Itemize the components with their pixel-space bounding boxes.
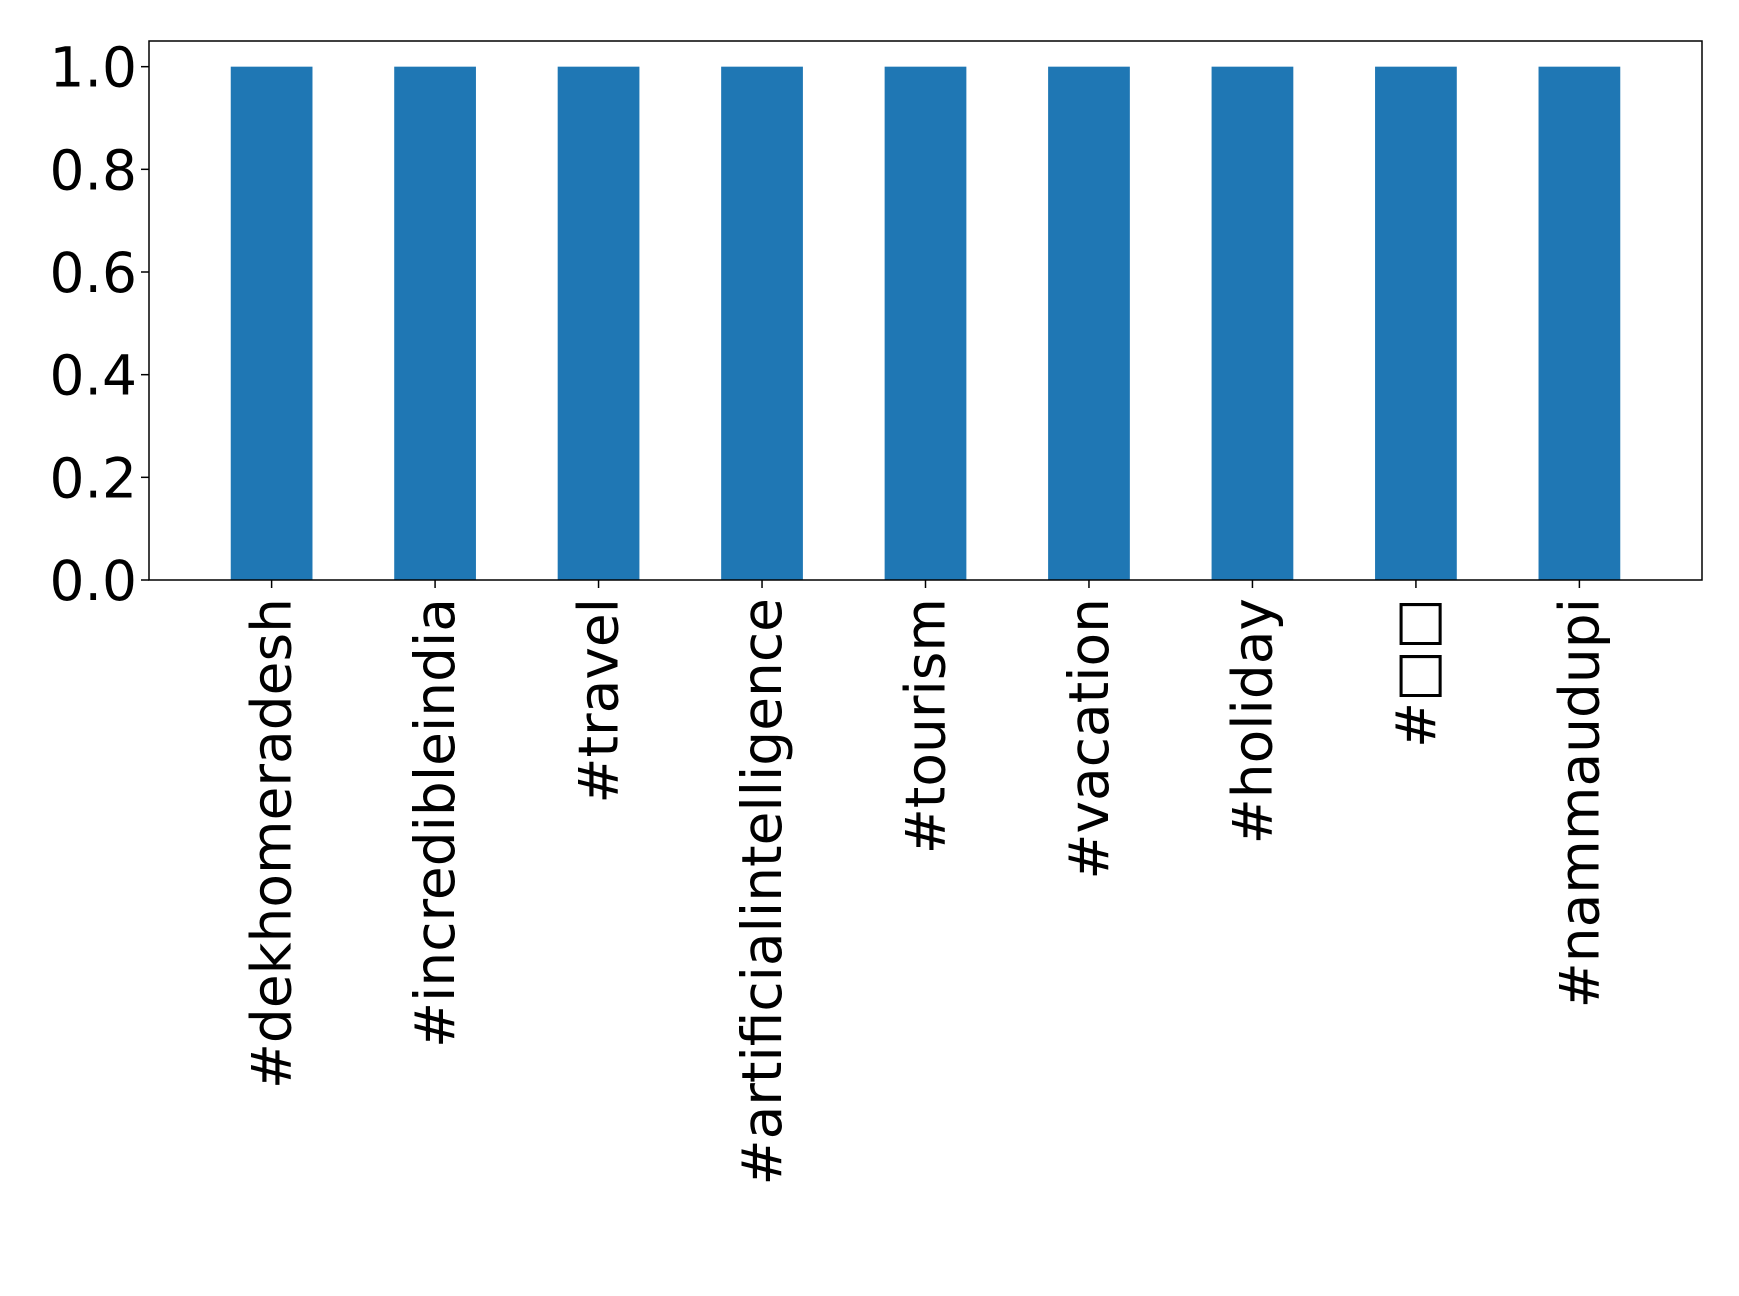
x-tick-label-5: #vacation [1057, 598, 1121, 880]
x-tick-label-3: #artificialintelligence [730, 598, 794, 1185]
y-tick-label-0: 0.0 [50, 549, 137, 613]
x-axis: #dekhomeradesh #incredibleindia #travel #ar… [240, 580, 1611, 1185]
x-tick-label-0: #dekhomeradesh [240, 598, 304, 1089]
bar-8 [1538, 66, 1621, 581]
y-axis: 0.0 0.2 0.4 0.6 0.8 1.0 [50, 36, 149, 613]
bar-2 [557, 66, 640, 581]
x-tick-label-8: #nammaudupi [1547, 598, 1611, 1008]
x-tick-label-1: #incredibleindia [403, 598, 467, 1048]
bar-4 [884, 66, 967, 581]
x-tick-label-7: #□□ [1384, 598, 1448, 748]
y-tick-label-1: 0.2 [50, 446, 137, 510]
bar-1 [394, 66, 476, 581]
y-tick-label-3: 0.6 [50, 241, 137, 305]
bar-5 [1048, 66, 1130, 581]
x-tick-label-6: #holiday [1220, 598, 1284, 844]
y-tick-label-4: 0.8 [50, 138, 137, 202]
x-tick-label-2: #travel [567, 598, 631, 804]
bar-6 [1211, 66, 1294, 581]
x-tick-label-4: #tourism [894, 598, 958, 854]
bar-7 [1375, 66, 1457, 581]
bar-3 [721, 66, 803, 581]
bars-group [230, 66, 1621, 581]
y-tick-label-5: 1.0 [50, 36, 137, 100]
bar-0 [230, 66, 313, 581]
y-tick-label-2: 0.4 [50, 344, 137, 408]
